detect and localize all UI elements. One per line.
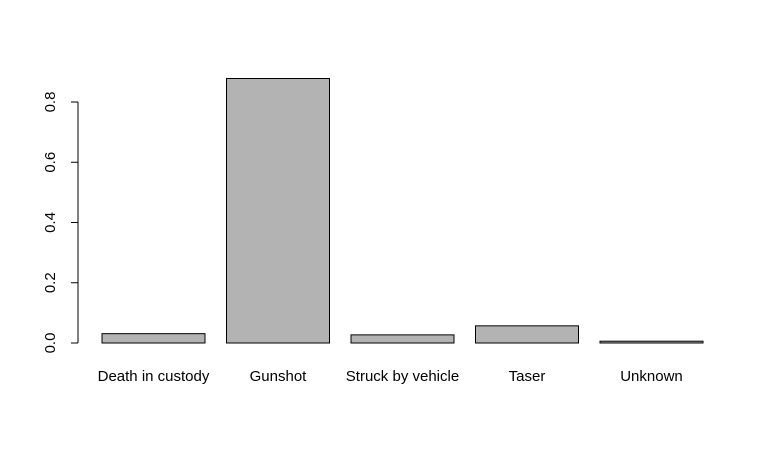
y-tick-label: 0.2 — [42, 272, 59, 293]
y-tick-label: 0.8 — [42, 92, 59, 113]
bar-unknown — [599, 340, 704, 344]
x-category-label: Struck by vehicle — [346, 368, 459, 385]
bar-death-in-custody — [101, 333, 206, 344]
y-tick-label: 0.0 — [42, 333, 59, 354]
bar-taser — [475, 325, 579, 344]
x-axis-labels: Death in custody Gunshot Struck by vehicle… — [98, 368, 683, 385]
y-tick-label: 0.4 — [42, 212, 59, 233]
y-tick-label: 0.6 — [42, 152, 59, 173]
x-category-label: Death in custody — [98, 368, 210, 385]
y-axis: 0.0 0.2 0.4 0.6 0.8 — [42, 92, 79, 354]
bars-group — [101, 78, 704, 344]
x-category-label: Gunshot — [250, 368, 308, 385]
bar-gunshot — [226, 78, 330, 344]
bar-struck-by-vehicle — [350, 334, 455, 344]
x-category-label: Taser — [509, 368, 546, 385]
x-category-label: Unknown — [620, 368, 683, 385]
